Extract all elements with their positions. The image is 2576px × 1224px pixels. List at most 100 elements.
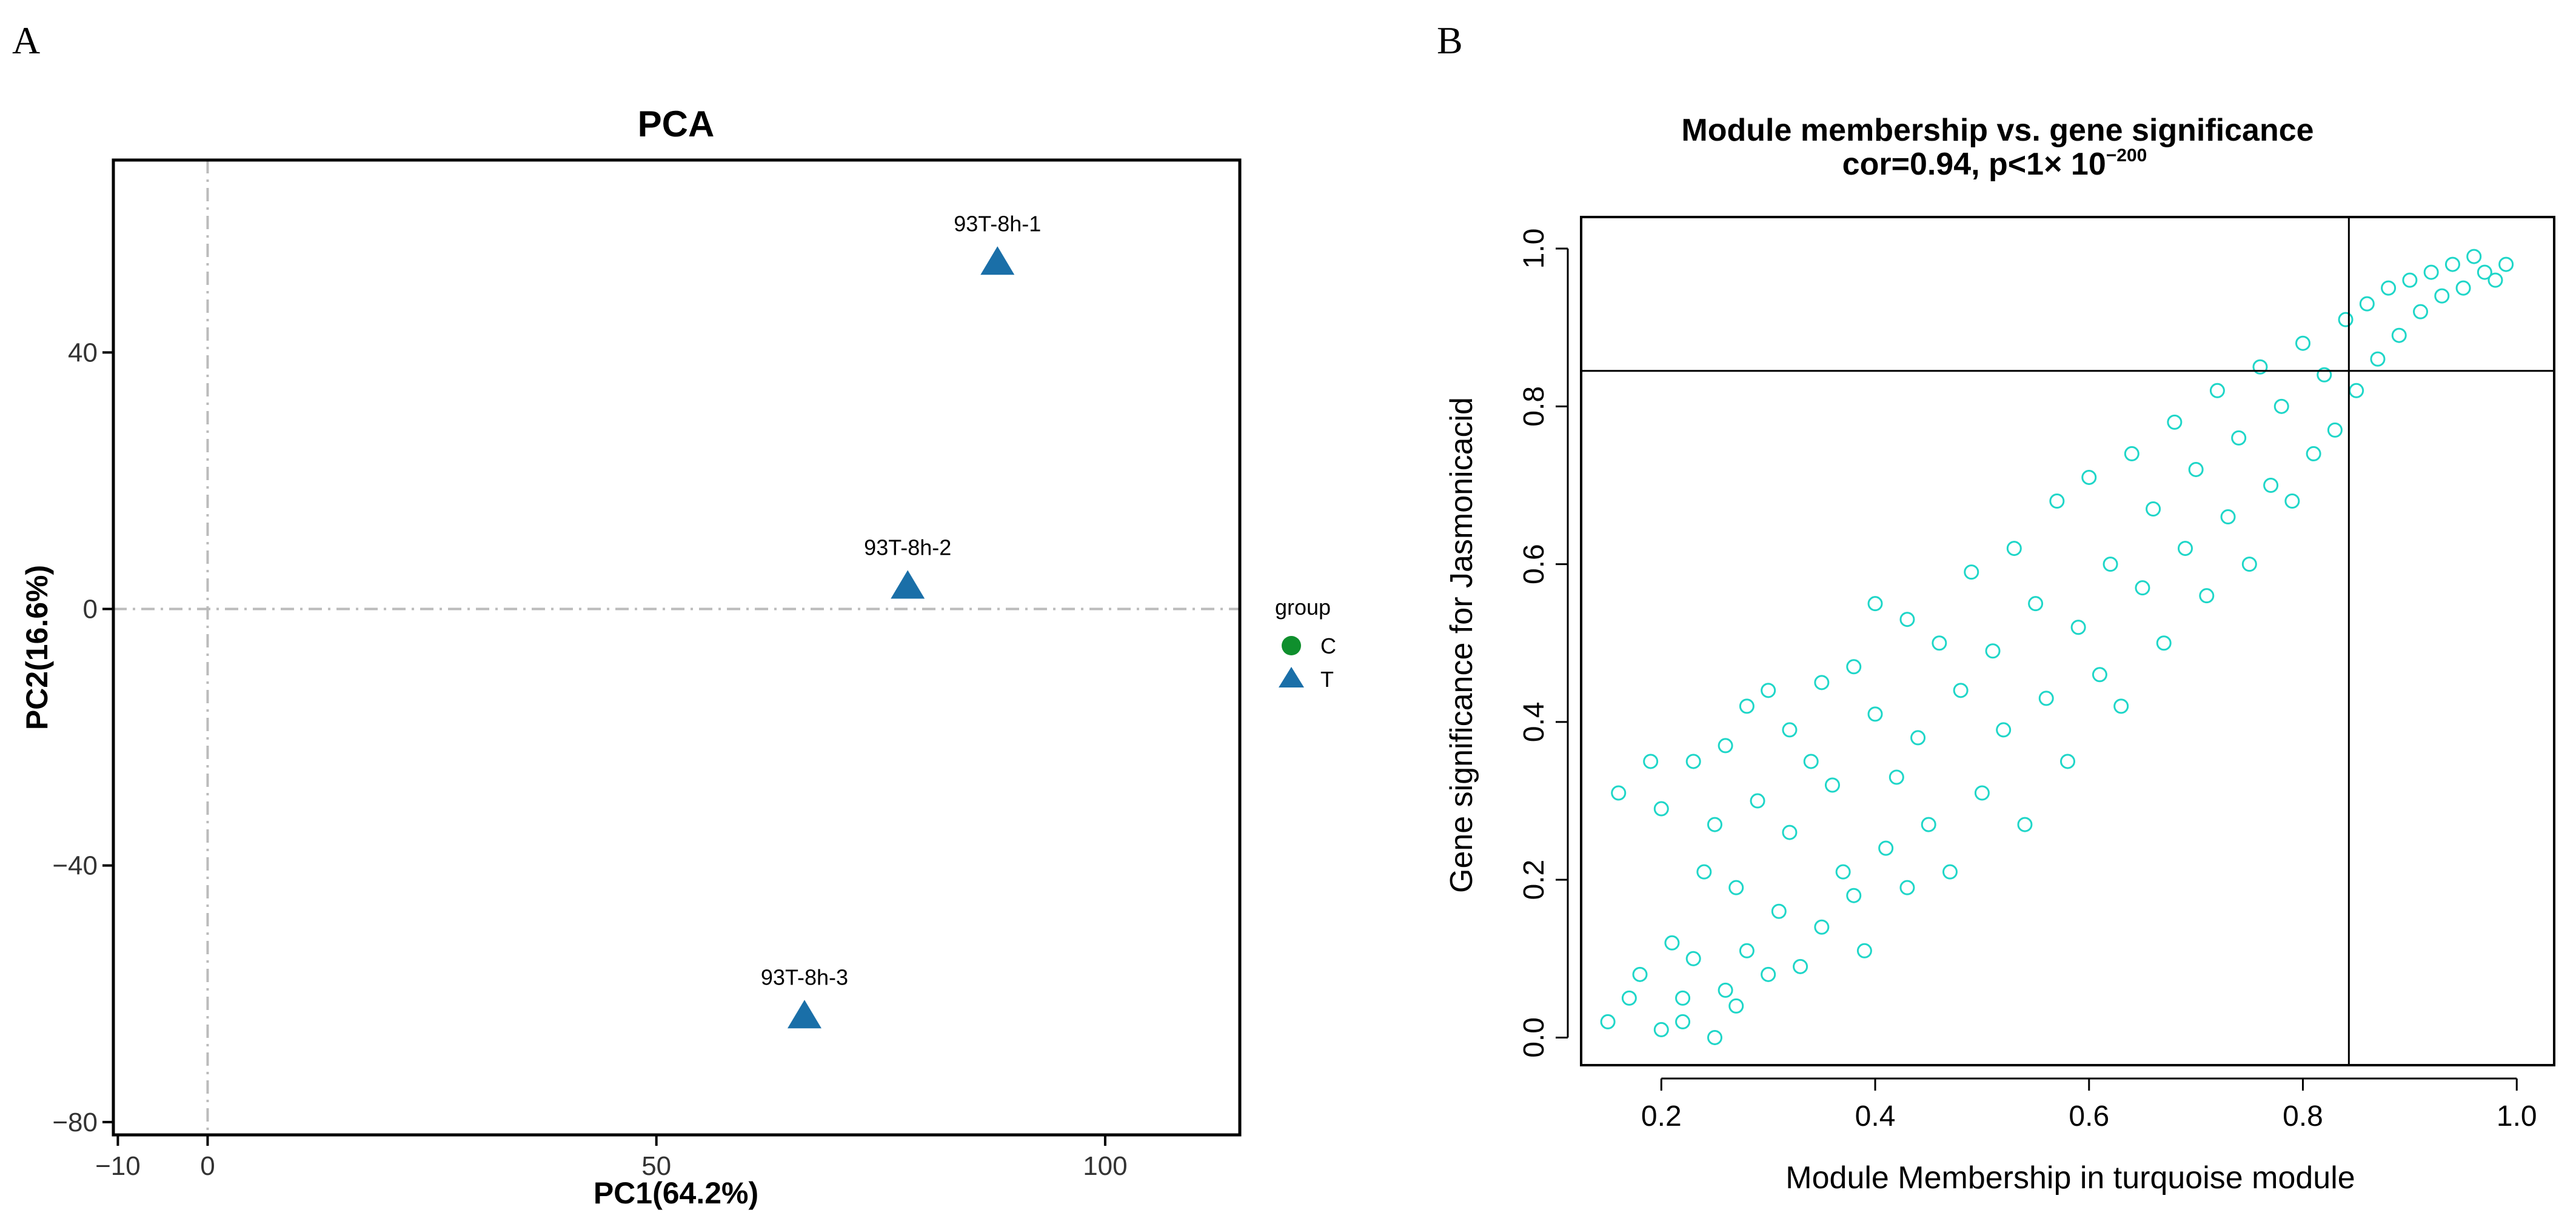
mm-point xyxy=(2498,256,2514,272)
mm-point xyxy=(1643,754,1659,769)
mm-x-axis-label: Module Membership in turquoise module xyxy=(1785,1160,2355,1196)
mm-point xyxy=(1814,919,1830,935)
mm-y-axis: 0.0 0.2 0.4 0.6 0.8 1.0 xyxy=(1518,229,1569,1058)
pca-x-tick-label: 50 xyxy=(641,1151,671,1181)
mm-point xyxy=(2103,557,2118,572)
mm-point xyxy=(1771,903,1787,919)
mm-point xyxy=(2370,351,2386,367)
mm-point xyxy=(2284,493,2300,509)
mm-plot-frame xyxy=(1580,216,2555,1066)
mm-point xyxy=(1621,990,1637,1006)
pca-point-93T-8h-2 xyxy=(891,570,925,599)
mm-point xyxy=(1985,643,2001,659)
mm-point xyxy=(2113,698,2129,714)
pca-x-tick-label: 0 xyxy=(200,1151,215,1181)
mm-point xyxy=(2241,557,2257,572)
mm-y-tick-label: 0.8 xyxy=(1518,386,1550,427)
mm-point xyxy=(2444,256,2460,272)
mm-y-tick-label: 1.0 xyxy=(1518,229,1550,269)
mm-point xyxy=(2402,272,2418,288)
mm-point xyxy=(2252,359,2268,375)
mm-point xyxy=(1782,722,1798,738)
mm-y-tick-label: 0.6 xyxy=(1518,544,1550,584)
pca-x-axis-label: PC1(64.2%) xyxy=(594,1176,758,1210)
mm-point xyxy=(1856,943,1872,958)
legend-t-label: T xyxy=(1320,667,1334,692)
mm-point xyxy=(1664,935,1680,951)
mm-point xyxy=(1814,675,1830,691)
legend-c-marker xyxy=(1282,636,1301,655)
mm-point xyxy=(1653,1022,1669,1037)
panel-label-a: A xyxy=(12,19,40,62)
mm-point xyxy=(1867,596,1883,612)
pca-y-tick-label: 0 xyxy=(83,595,98,624)
mm-point xyxy=(1750,793,1765,809)
mm-point xyxy=(2477,264,2492,280)
mm-point xyxy=(2306,446,2321,461)
mm-point xyxy=(2017,817,2033,832)
mm-point xyxy=(2455,280,2471,296)
mm-point xyxy=(2049,493,2065,509)
mm-point xyxy=(1964,564,1979,580)
mm-point xyxy=(1932,635,1947,651)
mm-point xyxy=(2167,414,2183,430)
mm-y-axis-label: Gene significance for Jasmonicacid xyxy=(1444,397,1479,893)
pca-points: 93C-8h-193C-8h-393C-8h-293T-8h-193T-8h-2… xyxy=(761,211,1041,1029)
mm-point xyxy=(1728,880,1744,895)
mm-point xyxy=(2070,620,2086,635)
mm-point xyxy=(1942,864,1958,880)
mm-x-tick-label: 0.2 xyxy=(1641,1100,1682,1132)
mm-point xyxy=(2156,635,2172,651)
mm-point xyxy=(1867,706,1883,722)
panel-label-b: B xyxy=(1437,19,1463,62)
mm-point xyxy=(1921,817,1936,832)
mm-point xyxy=(2391,327,2407,343)
mm-point xyxy=(2006,541,2022,557)
mm-point xyxy=(1782,824,1798,840)
mm-point xyxy=(1846,888,1862,903)
mm-y-tick-label: 0.0 xyxy=(1518,1017,1550,1058)
pca-point-93T-8h-3 xyxy=(787,1000,821,1029)
mm-point xyxy=(2081,469,2097,485)
mm-points xyxy=(1600,249,2514,1045)
pca-x-tick-label: −10 xyxy=(95,1151,141,1181)
mm-point xyxy=(2349,383,2364,398)
mm-point xyxy=(1846,659,1862,675)
mm-x-tick-label: 1.0 xyxy=(2497,1100,2537,1132)
mm-x-tick-label: 0.6 xyxy=(2069,1100,2109,1132)
mm-point xyxy=(1718,982,1733,998)
mm-point xyxy=(1696,864,1712,880)
mm-x-tick-label: 0.4 xyxy=(1855,1100,1896,1132)
mm-point xyxy=(2124,446,2139,461)
pca-legend: group C T xyxy=(1275,595,1336,692)
mm-point xyxy=(2317,367,2332,383)
mm-point xyxy=(2188,461,2204,477)
mm-point xyxy=(2381,280,2397,296)
mm-point xyxy=(1707,817,1722,832)
mm-point xyxy=(2359,296,2375,312)
mm-point xyxy=(1878,840,1894,856)
mm-point xyxy=(2060,754,2075,769)
mm-point xyxy=(2028,596,2044,612)
mm-point xyxy=(2466,249,2482,264)
mm-subtitle-exponent: −200 xyxy=(2106,145,2147,166)
mm-point xyxy=(1675,990,1691,1006)
mm-point xyxy=(1707,1029,1722,1045)
mm-point xyxy=(2178,541,2193,557)
pca-y-tick-label: −80 xyxy=(52,1108,98,1137)
legend-title: group xyxy=(1275,595,1331,620)
pca-plot-frame xyxy=(112,158,1242,1137)
mm-point xyxy=(2220,509,2236,525)
legend-c-label: C xyxy=(1320,634,1336,658)
mm-point xyxy=(1600,1014,1616,1029)
mm-point xyxy=(1739,698,1755,714)
pca-title: PCA xyxy=(638,104,715,144)
mm-y-tick-label: 0.2 xyxy=(1518,860,1550,900)
mm-point xyxy=(1910,730,1926,746)
mm-point xyxy=(2327,422,2343,438)
mm-y-tick-label: 0.4 xyxy=(1518,702,1550,743)
pca-x-tick-label: 100 xyxy=(1083,1151,1127,1181)
mm-point xyxy=(2135,580,2150,596)
pca-reference-lines xyxy=(113,160,1240,1135)
